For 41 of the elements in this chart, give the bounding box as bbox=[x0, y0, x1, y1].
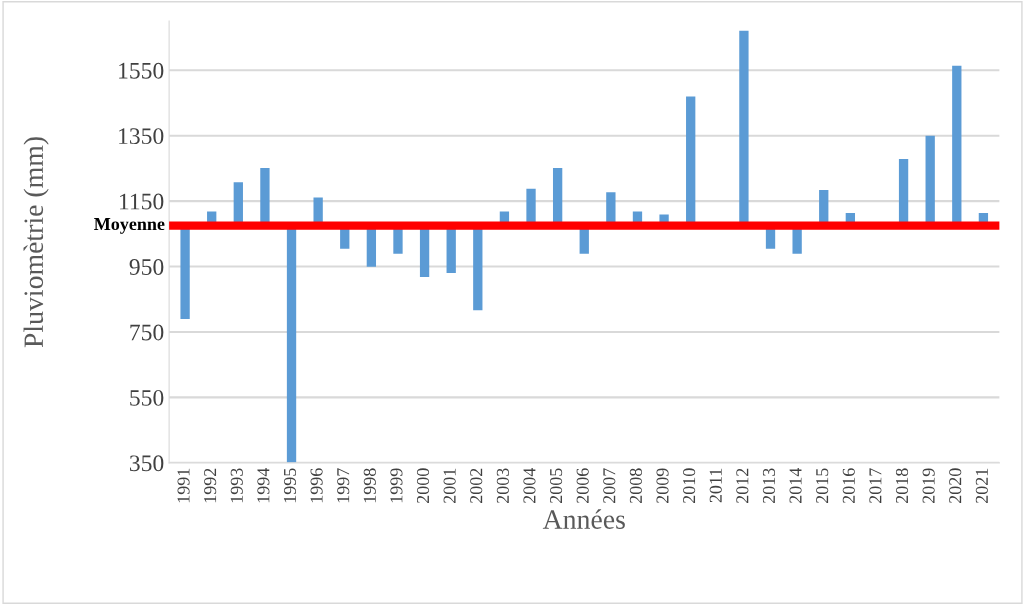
y-tick-label: 750 bbox=[130, 324, 164, 341]
x-tick-label: 2008 bbox=[629, 468, 642, 503]
x-tick-label: 2010 bbox=[683, 468, 696, 503]
x-tick-label: 2017 bbox=[869, 468, 882, 503]
y-tick-label: 1150 bbox=[120, 193, 164, 210]
x-tick-label: 2021 bbox=[975, 468, 988, 503]
y-tick-label: 550 bbox=[130, 389, 164, 406]
x-tick-label: 2000 bbox=[416, 468, 430, 503]
x-tick-label: 1994 bbox=[257, 467, 270, 503]
x-tick-label: 2011 bbox=[709, 468, 722, 503]
x-tick-label: 2007 bbox=[603, 468, 616, 503]
x-tick-label: 2002 bbox=[470, 468, 483, 503]
x-tick-label: 2004 bbox=[523, 467, 536, 503]
x-tick-label: 2020 bbox=[949, 468, 962, 503]
x-tick-label: 2006 bbox=[576, 468, 589, 503]
x-tick-label: 1991 bbox=[177, 468, 190, 503]
x-tick-label: 1995 bbox=[283, 468, 297, 503]
x-tick-label: 2012 bbox=[736, 468, 749, 503]
x-tick-label: 2009 bbox=[656, 468, 669, 503]
x-tick-label: 1992 bbox=[204, 468, 217, 503]
x-tick-label: 2005 bbox=[549, 468, 563, 503]
ref-line-label: Moyenne bbox=[94, 218, 165, 234]
x-tick-label: 2019 bbox=[922, 468, 935, 503]
y-tick-label: 1350 bbox=[119, 128, 164, 145]
x-tick-label: 2015 bbox=[816, 468, 829, 503]
x-axis-title: Années bbox=[542, 509, 625, 529]
x-tick-label: 1999 bbox=[390, 468, 403, 503]
x-tick-label: 2014 bbox=[789, 467, 802, 503]
x-tick-label: 2016 bbox=[842, 468, 855, 503]
y-tick-label: 350 bbox=[129, 455, 164, 472]
x-tick-label: 2001 bbox=[443, 468, 456, 503]
y-axis-title: Pluviomètrie (mm) bbox=[23, 137, 49, 348]
x-tick-label: 1997 bbox=[337, 468, 350, 503]
x-tick-label: 1996 bbox=[310, 468, 323, 503]
x-tick-label: 2018 bbox=[895, 468, 909, 503]
x-tick-label: 1998 bbox=[363, 468, 376, 503]
y-tick-label: 950 bbox=[129, 259, 164, 275]
x-tick-label: 1993 bbox=[230, 468, 243, 503]
x-tick-label: 2013 bbox=[762, 468, 776, 503]
y-tick-label: 1550 bbox=[119, 62, 164, 79]
x-tick-label: 2003 bbox=[496, 468, 509, 503]
